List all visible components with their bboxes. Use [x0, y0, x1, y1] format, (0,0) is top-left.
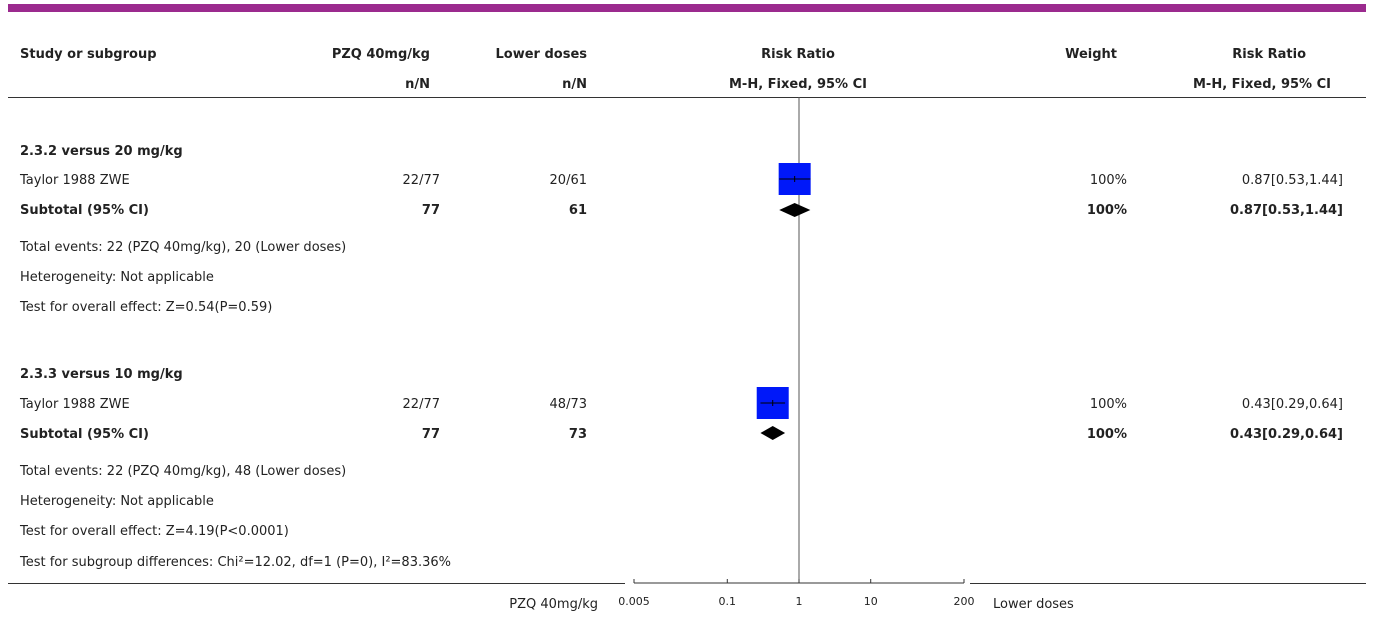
header-risk-ratio-2: Risk Ratio — [1232, 47, 1306, 62]
subtotal-diamond — [760, 426, 786, 440]
bottom-rule-left — [8, 583, 625, 584]
note-total-events: Total events: 22 (PZQ 40mg/kg), 20 (Lowe… — [20, 240, 347, 255]
study-weight: 100% — [1089, 173, 1127, 188]
favours-left-label: PZQ 40mg/kg — [509, 597, 598, 612]
note-overall-effect: Test for overall effect: Z=4.19(P<0.0001… — [20, 524, 289, 539]
header-experimental-sub: n/N — [405, 77, 430, 92]
bottom-rule-right — [970, 583, 1366, 584]
x-axis-tick-label: 10 — [864, 595, 878, 608]
subtotal-exp: 77 — [421, 203, 440, 218]
note-subgroup-differences: Test for subgroup differences: Chi²=12.0… — [20, 555, 451, 570]
study-exp: 22/77 — [402, 173, 440, 188]
header-risk-ratio-sub: M-H, Fixed, 95% CI — [728, 77, 867, 92]
x-axis-tick-label: 200 — [954, 595, 975, 608]
group-title: 2.3.3 versus 10 mg/kg — [20, 367, 183, 382]
x-axis-tick-label: 0.1 — [719, 595, 737, 608]
subtotal-ctl: 73 — [568, 427, 587, 442]
study-ci: 0.43[0.29,0.64] — [1241, 397, 1343, 412]
header-rule — [8, 97, 1366, 98]
note-overall-effect: Test for overall effect: Z=0.54(P=0.59) — [20, 300, 273, 315]
header-study: Study or subgroup — [20, 47, 157, 62]
study-exp: 22/77 — [402, 397, 440, 412]
top-accent-bar — [8, 4, 1366, 12]
subtotal-ci: 0.87[0.53,1.44] — [1229, 203, 1343, 218]
note-heterogeneity: Heterogeneity: Not applicable — [20, 494, 214, 509]
note-total-events: Total events: 22 (PZQ 40mg/kg), 48 (Lowe… — [20, 464, 347, 479]
header-control: Lower doses — [495, 47, 587, 62]
header-experimental: PZQ 40mg/kg — [331, 47, 430, 62]
subtotal-diamond — [779, 203, 811, 217]
note-heterogeneity: Heterogeneity: Not applicable — [20, 270, 214, 285]
study-ctl: 20/61 — [549, 173, 587, 188]
study-name: Taylor 1988 ZWE — [20, 173, 130, 188]
subtotal-ci: 0.43[0.29,0.64] — [1229, 427, 1343, 442]
favours-right-label: Lower doses — [993, 597, 1074, 612]
study-ctl: 48/73 — [549, 397, 587, 412]
header-risk-ratio-2-sub: M-H, Fixed, 95% CI — [1192, 77, 1331, 92]
subtotal-exp: 77 — [421, 427, 440, 442]
study-weight: 100% — [1089, 397, 1127, 412]
header-weight: Weight — [1065, 47, 1117, 62]
subtotal-label: Subtotal (95% CI) — [20, 203, 149, 218]
subtotal-ctl: 61 — [568, 203, 587, 218]
header-control-sub: n/N — [562, 77, 587, 92]
header-risk-ratio: Risk Ratio — [761, 47, 835, 62]
study-ci: 0.87[0.53,1.44] — [1241, 173, 1343, 188]
study-name: Taylor 1988 ZWE — [20, 397, 130, 412]
subtotal-label: Subtotal (95% CI) — [20, 427, 149, 442]
x-axis-tick-label: 1 — [796, 595, 803, 608]
subtotal-weight: 100% — [1086, 203, 1127, 218]
group-title: 2.3.2 versus 20 mg/kg — [20, 144, 183, 159]
subtotal-weight: 100% — [1086, 427, 1127, 442]
x-axis-tick-label: 0.005 — [618, 595, 650, 608]
